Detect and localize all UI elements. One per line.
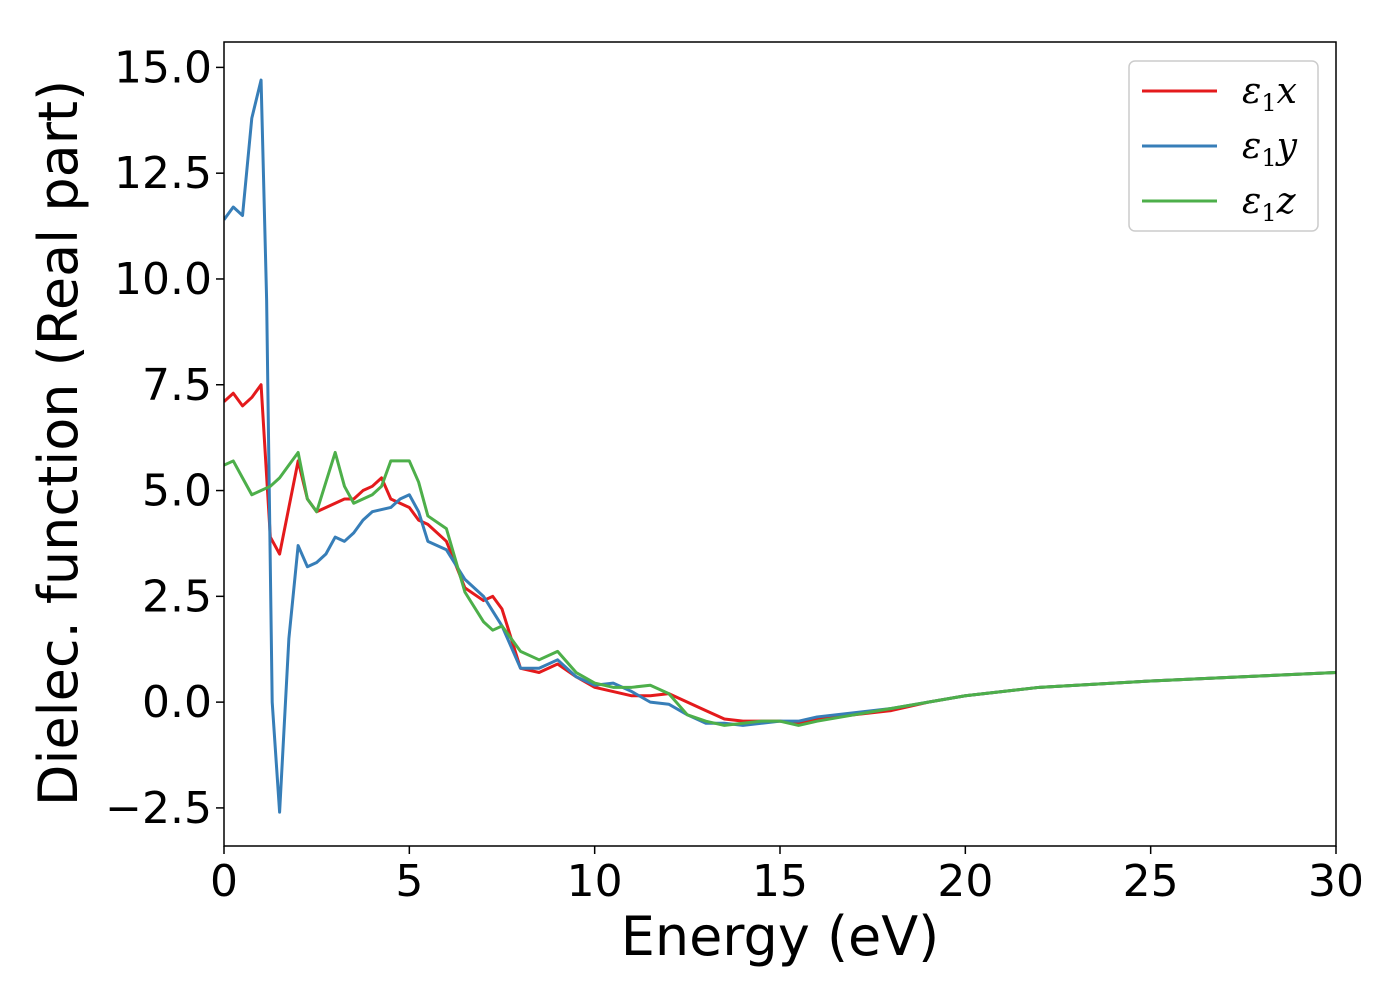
y-tick-label: 2.5 <box>142 571 212 622</box>
series-line-z <box>224 450 1336 727</box>
y-tick-label: 5.0 <box>142 466 212 517</box>
x-axis-title: Energy (eV) <box>621 905 940 968</box>
x-tick-label: 0 <box>210 856 238 907</box>
legend-label-y: ε1y <box>1242 126 1298 172</box>
y-tick-label: 10.0 <box>114 254 212 305</box>
y-tick-label: 12.5 <box>114 148 212 199</box>
y-tick-label: −2.5 <box>105 783 212 834</box>
x-tick-label: 30 <box>1308 856 1364 907</box>
y-tick-label: 15.0 <box>114 42 212 93</box>
legend-label-z: ε1z <box>1242 181 1297 227</box>
axes: 0 5 10 15 20 25 30 −2.5 0.0 2.5 5.0 7.5 10.0 12.5 15.0 <box>105 41 1364 907</box>
x-tick-label: 25 <box>1123 856 1179 907</box>
legend-label-x: ε1x <box>1242 71 1297 117</box>
y-tick-label: 0.0 <box>142 677 212 728</box>
series-line-y <box>224 78 1336 814</box>
y-tick-label: 7.5 <box>142 360 212 411</box>
x-tick-label: 5 <box>395 856 423 907</box>
x-tick-label: 10 <box>567 856 623 907</box>
plot-area <box>224 78 1336 814</box>
legend-box <box>1128 60 1319 232</box>
x-tick-label: 15 <box>752 856 808 907</box>
y-axis-title: Dielec. function (Real part) <box>27 80 90 806</box>
x-tick-label: 20 <box>937 856 993 907</box>
legend: ε1x ε1y ε1z <box>1128 60 1319 232</box>
